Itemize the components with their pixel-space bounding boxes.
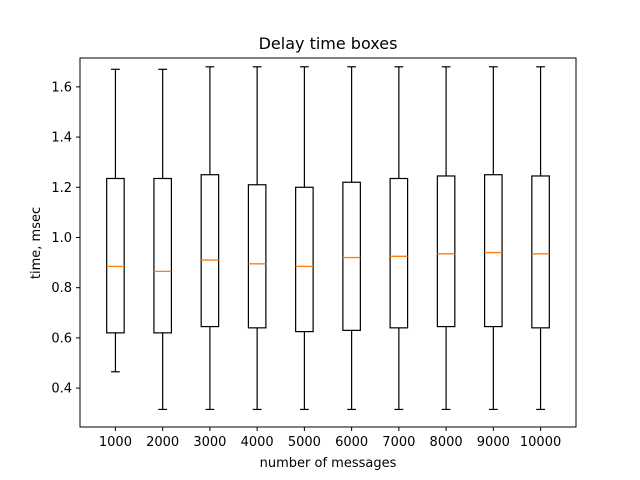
y-axis-label: time, msec (29, 207, 44, 279)
x-tick-label: 8000 (430, 435, 463, 450)
x-tick-label: 3000 (193, 435, 226, 450)
y-tick-label: 0.8 (51, 281, 72, 296)
box-group-10000 (531, 66, 550, 411)
y-tick-label: 0.4 (51, 382, 72, 397)
y-tick-label: 0.6 (51, 331, 72, 346)
y-tick-label: 1.2 (51, 181, 72, 196)
box-group-5000 (295, 66, 314, 411)
box-group-1000 (106, 68, 125, 373)
box-group-9000 (483, 66, 503, 411)
x-tick-label: 1000 (99, 435, 132, 450)
axes-frame (79, 57, 577, 428)
x-tick-label: 7000 (382, 435, 415, 450)
x-tick-label: 10000 (520, 435, 561, 450)
y-tick-label: 1.0 (51, 231, 72, 246)
x-tick-label: 4000 (241, 435, 274, 450)
box-iqr (342, 181, 361, 331)
box-iqr (483, 174, 503, 328)
plot-area: 0.4 0.6 0.8 1.0 1.2 1.4 1.6 1000 2000 3000 4000 500… (51, 57, 577, 450)
box-group-3000 (200, 66, 220, 411)
box-iqr (200, 174, 220, 328)
box-iqr (436, 175, 456, 328)
y-tick-label: 1.6 (51, 80, 72, 95)
x-tick-label: 6000 (335, 435, 368, 450)
box-group-8000 (436, 66, 456, 411)
box-iqr (295, 186, 314, 333)
box-iqr (389, 177, 409, 329)
x-tick-label: 9000 (477, 435, 510, 450)
box-iqr (531, 175, 550, 329)
x-axis-label: number of messages (260, 456, 397, 471)
box-group-4000 (247, 66, 267, 411)
y-tick-label: 1.4 (51, 131, 72, 146)
x-tick-label: 2000 (146, 435, 179, 450)
box-group-2000 (153, 68, 173, 411)
box-iqr (106, 177, 125, 334)
x-tick-label: 5000 (288, 435, 321, 450)
chart-title: Delay time boxes (259, 34, 398, 53)
box-group-6000 (342, 66, 361, 411)
box-group-7000 (389, 66, 409, 411)
box-iqr (153, 177, 173, 334)
box-iqr (247, 184, 267, 329)
